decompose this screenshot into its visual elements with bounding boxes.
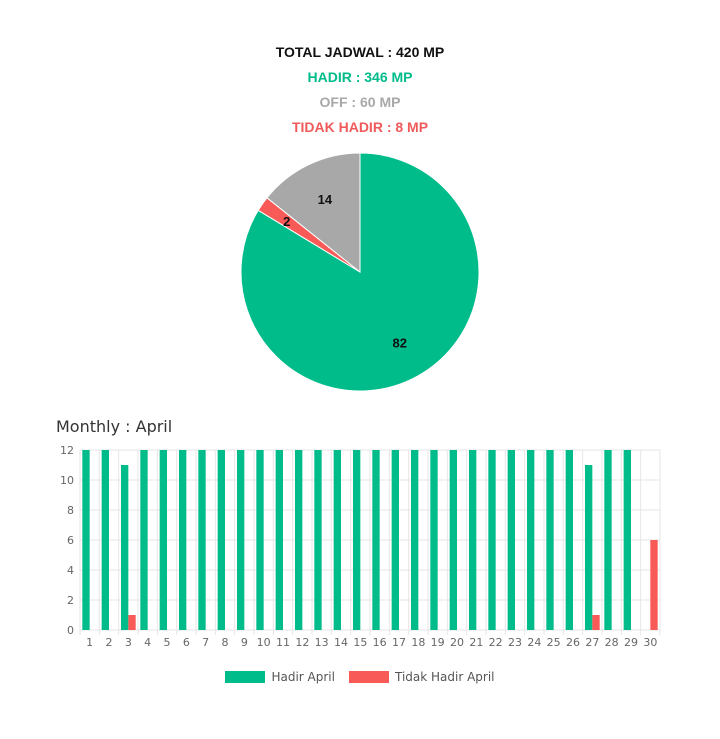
x-tick-label: 18 xyxy=(411,636,425,649)
bar-hadir[interactable] xyxy=(584,465,593,630)
bar-hadir[interactable] xyxy=(101,450,109,630)
x-tick-label: 20 xyxy=(450,636,464,649)
x-tick-label: 15 xyxy=(353,636,367,649)
legend-swatch-hadir xyxy=(225,671,266,683)
attendance-pie-chart: 82 2 14 xyxy=(240,152,480,392)
x-tick-label: 8 xyxy=(222,636,229,649)
y-tick-label: 12 xyxy=(60,444,74,457)
legend-item-hadir[interactable]: Hadir April xyxy=(225,670,335,684)
tidak-hadir-label: TIDAK HADIR : 8 MP xyxy=(291,119,429,135)
x-tick-label: 2 xyxy=(106,636,113,649)
bar-hadir[interactable] xyxy=(488,450,496,630)
bar-hadir[interactable] xyxy=(391,450,399,630)
y-tick-label: 0 xyxy=(67,624,74,637)
x-tick-label: 13 xyxy=(315,636,329,649)
bar-hadir[interactable] xyxy=(526,450,535,630)
x-tick-label: 6 xyxy=(183,636,190,649)
bar-hadir[interactable] xyxy=(178,450,187,630)
x-tick-label: 24 xyxy=(527,636,541,649)
legend-label-tidak-hadir: Tidak Hadir April xyxy=(394,670,495,684)
x-tick-label: 19 xyxy=(431,636,445,649)
bar-hadir[interactable] xyxy=(120,465,129,630)
x-tick-label: 26 xyxy=(566,636,580,649)
bar-tidak-hadir[interactable] xyxy=(128,615,136,630)
pie-slice-label: 2 xyxy=(283,214,290,229)
bar-hadir[interactable] xyxy=(140,450,148,630)
x-tick-label: 22 xyxy=(489,636,503,649)
bar-hadir[interactable] xyxy=(294,450,303,630)
bar-hadir[interactable] xyxy=(217,450,225,630)
bar-hadir[interactable] xyxy=(565,450,573,630)
bar-hadir[interactable] xyxy=(159,450,167,630)
x-tick-label: 4 xyxy=(144,636,151,649)
x-tick-label: 25 xyxy=(547,636,561,649)
total-jadwal-label: TOTAL JADWAL : 420 MP xyxy=(275,44,445,60)
x-tick-label: 29 xyxy=(624,636,638,649)
pie-slice[interactable] xyxy=(266,152,361,274)
monthly-chart-title: Monthly : April xyxy=(56,417,173,436)
bar-hadir[interactable] xyxy=(449,450,457,630)
hadir-label: HADIR : 346 MP xyxy=(307,69,413,85)
bar-hadir[interactable] xyxy=(604,450,612,630)
bar-hadir[interactable] xyxy=(546,450,554,630)
legend-swatch-tidak-hadir xyxy=(348,671,389,683)
pie-slice-label: 82 xyxy=(392,336,406,351)
legend-label-hadir: Hadir April xyxy=(271,670,335,684)
bar-hadir[interactable] xyxy=(256,450,264,630)
x-tick-label: 12 xyxy=(295,636,309,649)
bar-hadir[interactable] xyxy=(314,450,322,630)
bar-tidak-hadir[interactable] xyxy=(650,540,658,630)
bar-hadir[interactable] xyxy=(468,450,477,630)
bar-hadir[interactable] xyxy=(410,450,419,630)
y-tick-label: 4 xyxy=(67,564,74,577)
x-tick-label: 5 xyxy=(164,636,171,649)
x-tick-label: 28 xyxy=(605,636,619,649)
legend-item-tidak-hadir[interactable]: Tidak Hadir April xyxy=(348,670,495,684)
bar-hadir[interactable] xyxy=(507,450,515,630)
bar-hadir[interactable] xyxy=(275,450,283,630)
x-tick-label: 3 xyxy=(125,636,132,649)
pie-slice-label: 14 xyxy=(318,192,333,207)
x-tick-label: 11 xyxy=(276,636,290,649)
y-tick-label: 2 xyxy=(67,594,74,607)
bar-hadir[interactable] xyxy=(372,450,380,630)
x-tick-label: 9 xyxy=(241,636,248,649)
summary-block: TOTAL JADWAL : 420 MP HADIR : 346 MP OFF… xyxy=(0,42,720,142)
x-tick-label: 27 xyxy=(585,636,599,649)
x-tick-label: 16 xyxy=(373,636,387,649)
off-label: OFF : 60 MP xyxy=(319,94,401,110)
y-tick-label: 10 xyxy=(60,474,74,487)
y-tick-label: 6 xyxy=(67,534,74,547)
x-tick-label: 21 xyxy=(469,636,483,649)
y-tick-label: 8 xyxy=(67,504,74,517)
x-tick-label: 7 xyxy=(202,636,209,649)
chart-legend: Hadir April Tidak Hadir April xyxy=(0,670,720,684)
x-tick-label: 1 xyxy=(86,636,93,649)
x-tick-label: 23 xyxy=(508,636,522,649)
bar-hadir[interactable] xyxy=(623,450,631,630)
bar-hadir[interactable] xyxy=(82,450,90,630)
bar-hadir[interactable] xyxy=(333,450,341,630)
bar-hadir[interactable] xyxy=(198,450,206,630)
bar-tidak-hadir[interactable] xyxy=(592,615,600,630)
bar-hadir[interactable] xyxy=(236,450,245,630)
bar-hadir[interactable] xyxy=(352,450,361,630)
x-tick-label: 14 xyxy=(334,636,348,649)
x-tick-label: 10 xyxy=(257,636,271,649)
x-tick-label: 17 xyxy=(392,636,406,649)
bar-hadir[interactable] xyxy=(430,450,438,630)
x-tick-label: 30 xyxy=(643,636,657,649)
